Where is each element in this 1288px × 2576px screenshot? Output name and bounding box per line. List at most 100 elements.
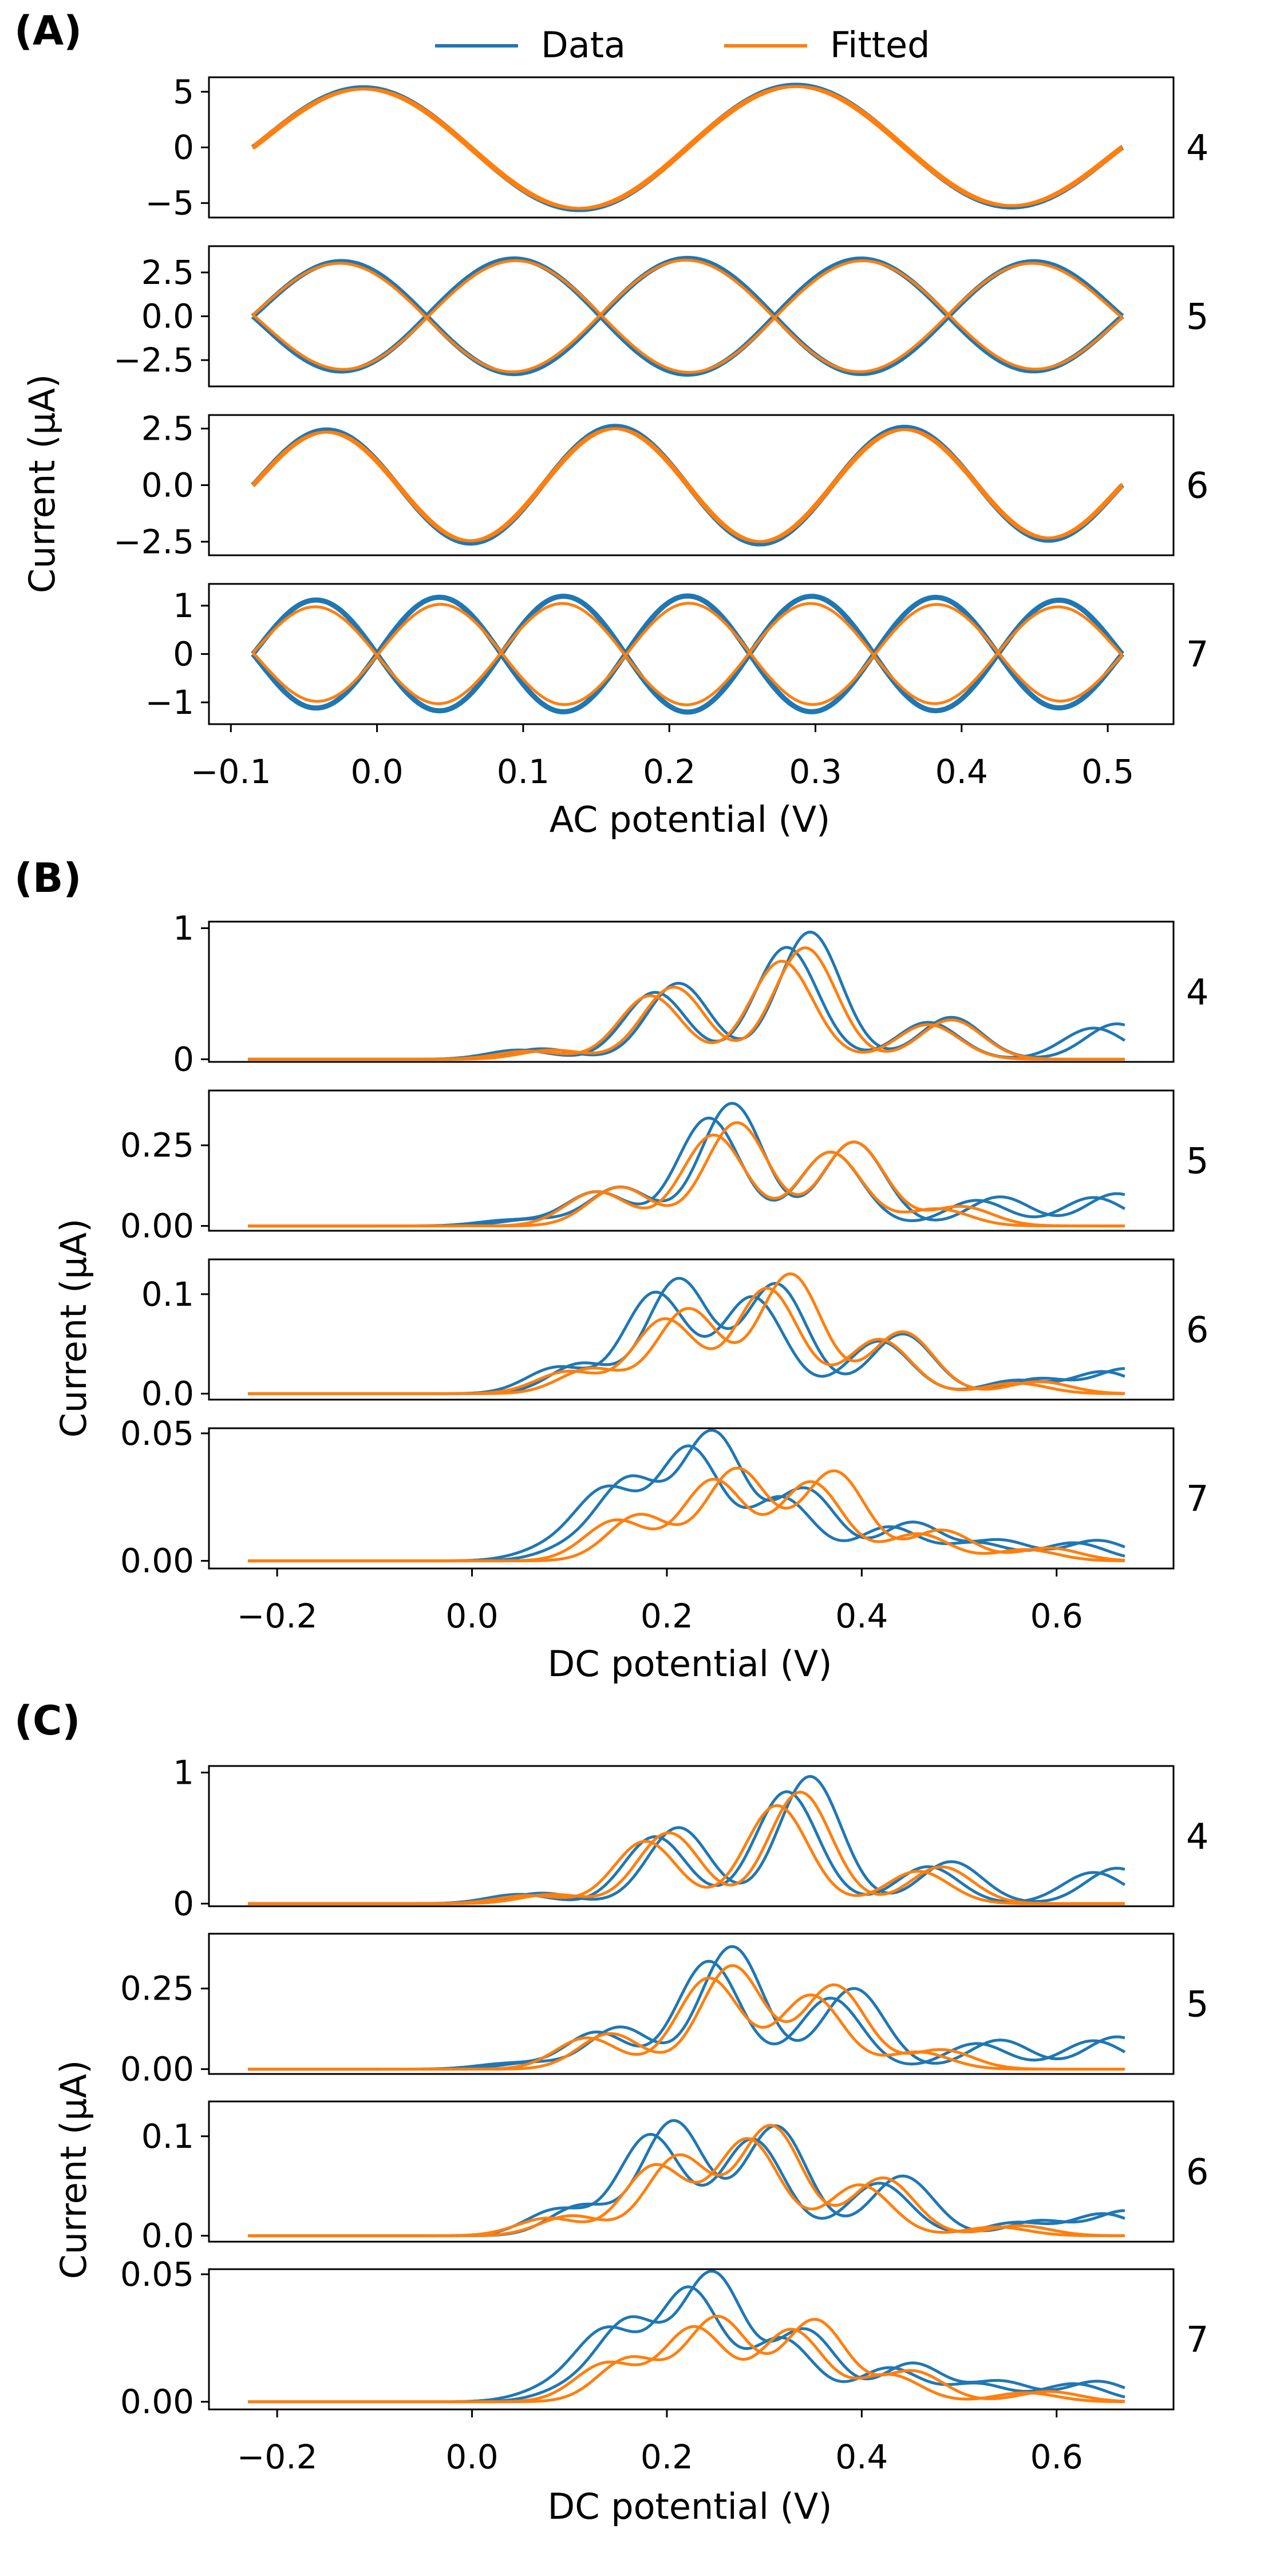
series-group xyxy=(248,1945,1126,2071)
legend-label-fitted: Fitted xyxy=(830,24,930,66)
subplot-a-harmonic-4: −5 0 5 4 xyxy=(145,72,1209,222)
y-tick-label: −5 xyxy=(145,184,195,223)
x-tick-label: −0.2 xyxy=(237,1597,318,1635)
x-tick-label: 0.6 xyxy=(1030,1597,1083,1635)
series-fitted-sweep-1 xyxy=(252,85,1124,210)
y-tick-label: 0 xyxy=(173,1040,194,1078)
y-tick-label: −2.5 xyxy=(113,522,194,561)
harmonic-label: 6 xyxy=(1186,465,1208,507)
axes-frame xyxy=(208,2100,1175,2243)
y-tick-label: 0.0 xyxy=(141,2217,194,2255)
axes-frame xyxy=(208,1765,1175,1907)
series-group xyxy=(251,255,1124,377)
x-tick-label: 0.4 xyxy=(835,2437,888,2476)
axes-frame xyxy=(208,1427,1175,1570)
series-data-sweep-0 xyxy=(251,594,1125,715)
y-tick-label: 0.0 xyxy=(141,466,194,505)
subplot-b-harmonic-4: 0 1 4 xyxy=(173,908,1208,1078)
series-group xyxy=(251,424,1124,547)
panel-label-c: (C) xyxy=(14,1697,80,1744)
series-group xyxy=(248,2119,1125,2238)
subplot-a-harmonic-7: −1 0 1 7 −0.1 0.0 0.1 0.2 0.3 0.4 0.5 xyxy=(145,583,1208,791)
series-group xyxy=(248,930,1126,1061)
series-group xyxy=(248,1428,1125,1563)
y-tick-label: 1 xyxy=(173,908,194,947)
y-tick-label: 0.25 xyxy=(120,1969,194,2008)
harmonic-label: 6 xyxy=(1186,2151,1208,2193)
subplot-c-harmonic-4: 0 1 4 xyxy=(173,1753,1208,1923)
series-fitted-sweep-1 xyxy=(252,602,1124,706)
axes-frame xyxy=(208,1258,1175,1401)
y-tick-label: 0 xyxy=(173,635,194,674)
xlabel-b: DC potential (V) xyxy=(547,1643,832,1685)
harmonic-label: 4 xyxy=(1186,127,1208,169)
y-tick-label: 0.00 xyxy=(120,1207,194,1246)
x-tick-label: −0.1 xyxy=(191,752,271,791)
y-tick-label: 5 xyxy=(173,72,194,111)
y-tick-label: 0.1 xyxy=(141,1275,194,1314)
x-tick-label: 0.6 xyxy=(1030,2437,1083,2476)
axes-frame xyxy=(208,920,1175,1063)
harmonic-label: 7 xyxy=(1186,634,1208,675)
y-tick-label: 0.0 xyxy=(141,1374,194,1413)
x-tick-label: 0.5 xyxy=(1081,752,1134,791)
y-tick-label: −2.5 xyxy=(113,341,194,380)
series-fitted-sweep-1 xyxy=(248,1804,1125,1905)
y-tick-label: 0.00 xyxy=(120,2050,194,2089)
subplot-c-harmonic-5: 0.00 0.25 5 xyxy=(120,1933,1208,2089)
harmonic-label: 4 xyxy=(1186,971,1208,1013)
series-fitted-sweep-1 xyxy=(248,1286,1125,1396)
subplot-c-harmonic-6: 0.0 0.1 6 xyxy=(141,2100,1208,2255)
ylabel-a: Current (μA) xyxy=(21,374,63,594)
x-tick-label: 0.2 xyxy=(643,752,696,791)
x-tick-label: 0.0 xyxy=(350,752,403,791)
series-fitted-sweep-0 xyxy=(251,85,1123,210)
subplot-b-harmonic-7: 0.00 0.05 7 −0.2 0.0 0.2 0.4 0.6 xyxy=(120,1414,1209,1635)
xlabel-a: AC potential (V) xyxy=(550,799,831,840)
series-fitted-sweep-1 xyxy=(252,259,1124,374)
panel-label-b: (B) xyxy=(14,855,81,902)
axes-frame xyxy=(208,1089,1175,1232)
y-tick-label: 1 xyxy=(173,586,194,625)
y-tick-label: 0.05 xyxy=(120,2255,194,2294)
harmonic-label: 5 xyxy=(1186,296,1208,338)
series-data-sweep-1 xyxy=(251,593,1125,714)
x-tick-label: 0.1 xyxy=(497,752,550,791)
series-fitted-sweep-1 xyxy=(248,1133,1125,1228)
series-group xyxy=(248,1775,1126,1905)
x-tick-label: 0.0 xyxy=(445,1597,498,1635)
y-tick-label: 2.5 xyxy=(141,253,194,292)
y-tick-label: 0.00 xyxy=(120,1542,194,1581)
legend: Data Fitted xyxy=(435,24,930,66)
subplot-a-harmonic-5: −2.5 0.0 2.5 5 xyxy=(113,245,1208,388)
harmonic-label: 4 xyxy=(1186,1816,1208,1858)
y-tick-label: 0.25 xyxy=(120,1126,194,1165)
x-tick-label: 0.2 xyxy=(641,2437,693,2476)
x-tick-label: 0.0 xyxy=(445,2437,498,2476)
y-tick-label: 0.00 xyxy=(120,2383,194,2421)
y-tick-label: 0.05 xyxy=(120,1414,194,1453)
x-tick-label: −0.2 xyxy=(237,2437,318,2476)
series-group xyxy=(251,82,1124,212)
xlabel-c: DC potential (V) xyxy=(547,2486,832,2527)
y-tick-label: 0 xyxy=(173,128,194,167)
subplot-b-harmonic-5: 0.00 0.25 5 xyxy=(120,1089,1208,1246)
harmonic-label: 7 xyxy=(1186,1478,1208,1520)
axes-frame xyxy=(208,1933,1175,2075)
x-tick-label: 0.2 xyxy=(641,1597,693,1635)
y-tick-label: −1 xyxy=(145,683,195,722)
panel-label-a: (A) xyxy=(14,7,82,54)
ylabel-b: Current (μA) xyxy=(53,1219,94,1438)
series-fitted-sweep-0 xyxy=(251,427,1124,543)
y-tick-label: 0 xyxy=(173,1884,194,1923)
legend-label-data: Data xyxy=(541,24,626,66)
series-fitted-sweep-1 xyxy=(248,2325,1125,2404)
series-fitted-sweep-1 xyxy=(248,1477,1125,1563)
series-fitted-sweep-1 xyxy=(252,427,1124,543)
subplot-c-harmonic-7: 0.00 0.05 7 −0.2 0.0 0.2 0.4 0.6 xyxy=(120,2255,1209,2476)
y-tick-label: 2.5 xyxy=(141,409,194,448)
series-fitted-sweep-0 xyxy=(251,602,1124,706)
